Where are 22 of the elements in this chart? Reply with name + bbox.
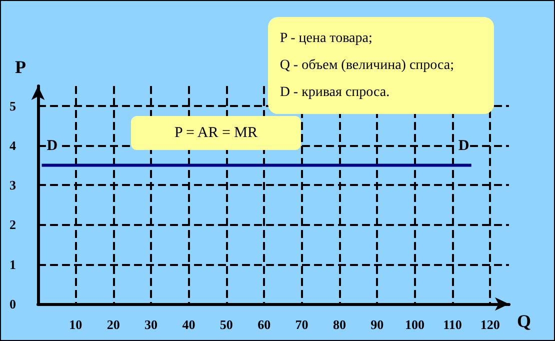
x-tick-label: 110 [443, 317, 462, 332]
x-tick-label: 80 [332, 317, 346, 332]
x-axis-title: Q [517, 311, 532, 331]
x-tick-label: 60 [258, 317, 271, 332]
annotation: D [457, 138, 470, 156]
x-tick-label: 20 [106, 317, 120, 332]
x-tick-label: 30 [144, 317, 158, 332]
x-tick-label: 10 [69, 317, 82, 332]
x-tick-label: 70 [295, 317, 308, 332]
y-tick-label: 4 [10, 138, 16, 153]
y-tick-label: 5 [10, 98, 16, 114]
x-tick-label: 90 [370, 317, 384, 332]
y-tick-label: 3 [10, 178, 16, 193]
y-tick-label: 2 [10, 217, 16, 232]
y-tick-label: 0 [10, 296, 16, 312]
x-tick-label: 120 [480, 317, 500, 332]
x-tick-label: 50 [220, 317, 233, 332]
x-tick-label: 40 [182, 317, 196, 332]
y-tick-label: 1 [10, 256, 16, 272]
annotation: D [46, 138, 59, 156]
y-axis-title: P [15, 57, 26, 77]
x-tick-label: 100 [405, 317, 425, 332]
